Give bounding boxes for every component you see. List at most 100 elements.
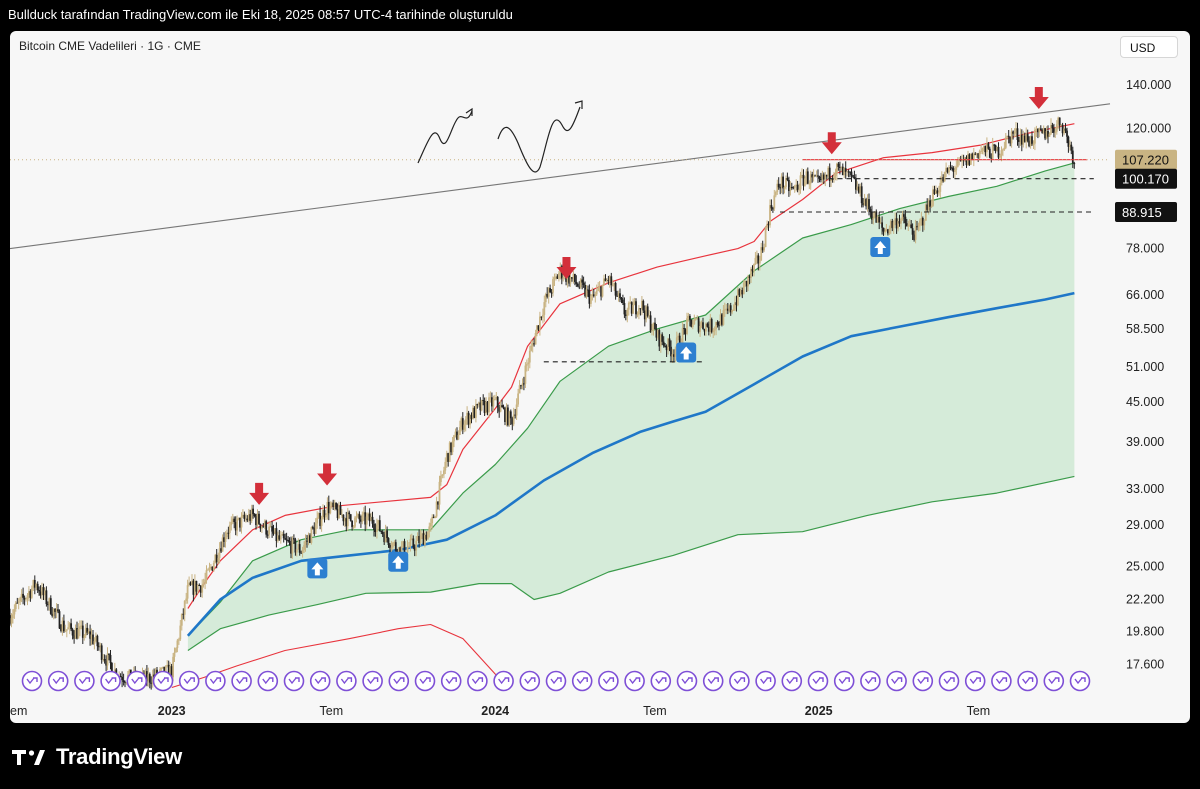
- candle-body: [905, 223, 908, 227]
- candle-body: [1067, 136, 1070, 147]
- doodle-arrowhead-1: [465, 107, 473, 116]
- candle-body: [908, 224, 911, 226]
- candle-body: [677, 335, 680, 338]
- candle-body: [844, 168, 847, 172]
- event-glyph: [969, 677, 981, 685]
- x-tick-label: Tem: [320, 704, 344, 718]
- candle-body: [237, 517, 240, 519]
- currency-button[interactable]: USD: [1120, 36, 1178, 58]
- candle-body: [738, 289, 741, 296]
- candle-body: [272, 531, 275, 534]
- candle-body: [604, 278, 607, 282]
- candle-body: [524, 365, 527, 384]
- candle-body: [579, 279, 582, 288]
- candle-body: [67, 627, 70, 630]
- event-glyph: [131, 677, 143, 685]
- candle-body: [32, 580, 35, 589]
- candle-body: [707, 326, 710, 332]
- candle-body: [172, 656, 174, 678]
- event-glyph: [393, 677, 405, 685]
- candle-body: [409, 539, 412, 547]
- candle-body: [63, 620, 65, 632]
- candle-body: [722, 310, 725, 325]
- candle-body: [473, 407, 476, 418]
- candle-body: [1010, 131, 1013, 144]
- candle-body: [747, 276, 749, 287]
- candle-body: [868, 199, 870, 210]
- candle-body: [467, 412, 470, 425]
- candle-body: [582, 282, 585, 285]
- candle-body: [777, 183, 780, 188]
- candle-body: [878, 216, 881, 223]
- candle-body: [990, 157, 993, 159]
- candle-body: [166, 664, 169, 667]
- candle-body: [278, 535, 281, 540]
- candle-body: [930, 205, 933, 207]
- candle-body: [279, 535, 282, 540]
- candle-body: [1054, 131, 1057, 133]
- candle-body: [866, 199, 869, 207]
- price-chart[interactable]: 140.000 120.000 78.000 66.000 58.500 51.000 45…: [10, 31, 1190, 723]
- candle-body: [1064, 128, 1067, 131]
- candle-body: [614, 283, 617, 296]
- candle-body: [578, 286, 581, 288]
- y-tick-label: 33.000: [1126, 482, 1164, 496]
- y-tick-label: 140.000: [1126, 78, 1171, 92]
- candle-body: [226, 532, 228, 537]
- candle-body: [413, 547, 416, 551]
- candle-body: [569, 277, 572, 284]
- candle-body: [201, 584, 204, 593]
- candle-body: [587, 289, 589, 291]
- candle-body: [527, 362, 530, 365]
- candle-body: [52, 609, 55, 617]
- candle-body: [346, 512, 349, 527]
- candle-body: [377, 520, 380, 525]
- y-tick-label: 25.000: [1126, 559, 1164, 573]
- doodle-layer: [417, 100, 583, 173]
- candle-body: [406, 546, 409, 553]
- candle-body: [828, 167, 831, 181]
- candle-body: [224, 537, 227, 542]
- candle-body: [574, 274, 576, 282]
- candle-body: [713, 329, 716, 331]
- candle-body: [1031, 136, 1033, 144]
- candle-body: [284, 538, 287, 540]
- event-icon: [938, 670, 960, 692]
- candle-body: [683, 328, 685, 330]
- candle-body: [585, 289, 588, 297]
- candle-body: [36, 583, 39, 591]
- chart-panel[interactable]: Bitcoin CME Vadelileri · 1G · CME USD 14…: [10, 31, 1190, 723]
- candle-body: [761, 247, 764, 251]
- candle-body: [330, 502, 333, 507]
- candle-body: [821, 174, 824, 180]
- candle-body: [223, 537, 225, 542]
- x-axis: em 2023 Tem 2024 Tem 2025 Tem: [10, 704, 990, 718]
- candle-body: [891, 221, 894, 228]
- candle-body: [721, 314, 723, 325]
- candle-body: [719, 314, 722, 326]
- candle-body: [723, 309, 726, 311]
- price-label-box: [1115, 149, 1177, 170]
- event-icon: [650, 670, 672, 692]
- candle-body: [571, 277, 573, 279]
- candle-body: [630, 302, 633, 314]
- event-glyph: [786, 677, 798, 685]
- candle-body: [547, 288, 550, 297]
- candle-body: [806, 171, 809, 184]
- candle-body: [303, 545, 305, 550]
- candle-body: [974, 153, 977, 155]
- candle-body: [737, 289, 739, 306]
- event-icon: [74, 670, 95, 692]
- candle-body: [121, 676, 123, 681]
- candle-body: [590, 296, 592, 304]
- candle-body: [256, 513, 259, 526]
- candle-body: [367, 513, 369, 517]
- candle-body: [35, 583, 38, 588]
- candle-body: [687, 315, 690, 319]
- candle-body: [1057, 117, 1060, 125]
- event-icon: [47, 670, 69, 692]
- candle-body: [1007, 135, 1010, 137]
- candle-body: [349, 514, 352, 521]
- candle-body: [635, 301, 637, 315]
- candle-body: [180, 613, 183, 626]
